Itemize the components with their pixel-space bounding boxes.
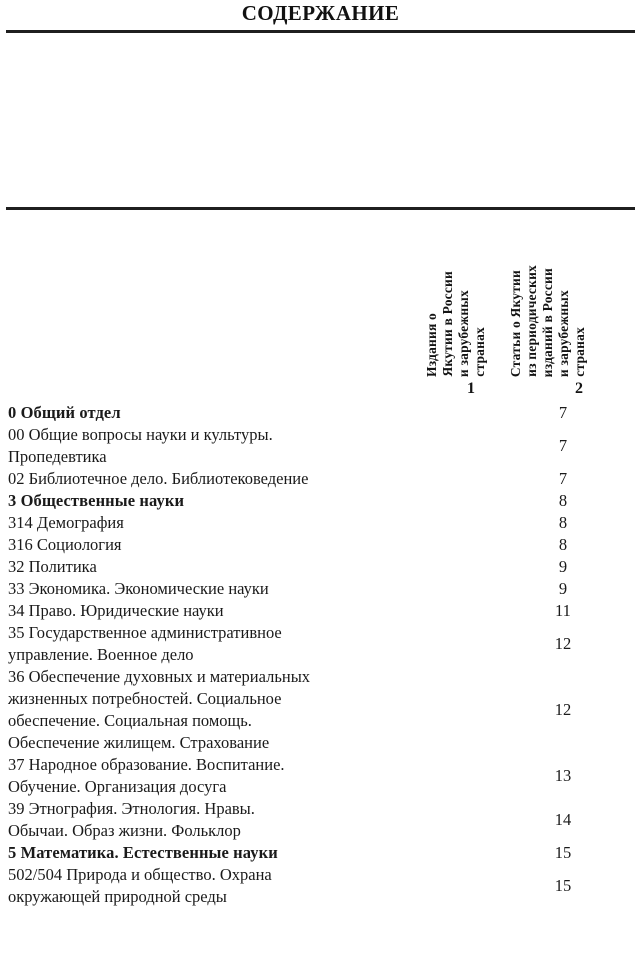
column-number-1: 1 — [467, 380, 475, 397]
toc-row[interactable]: 32 Политика 9 — [0, 556, 641, 578]
toc-row[interactable]: 0 Общий отдел 7 — [0, 402, 641, 424]
column-header-1-line: странах — [472, 327, 487, 377]
toc-entry-label: 36 Обеспечение духовных и материальных ж… — [8, 667, 311, 752]
toc-entry-page-col2: 9 — [558, 557, 568, 576]
table-top-divider — [6, 207, 635, 210]
column-headers: Издания о Якутии в России и зарубежных стра… — [0, 212, 641, 377]
column-header-1-line: Издания о — [424, 312, 439, 377]
toc-entry-page-col2: 13 — [554, 766, 572, 785]
toc-row[interactable]: 316 Социология 8 — [0, 534, 641, 556]
toc-row[interactable]: 39 Этнография. Этнология. Нравы. Обычаи.… — [0, 798, 641, 842]
toc-entry-label: 314 Демография — [8, 513, 124, 532]
toc-entry-label: 0 Общий отдел — [8, 403, 121, 422]
toc-row[interactable]: 314 Демография 8 — [0, 512, 641, 534]
toc-entry-page-col2: 7 — [558, 436, 568, 455]
toc-entry-label: 37 Народное образование. Воспитание. Обу… — [8, 755, 285, 796]
toc-row[interactable]: 35 Государственное административное упра… — [0, 622, 641, 666]
toc-entry-label: 00 Общие вопросы науки и культуры. Пропе… — [8, 425, 273, 466]
toc-entry-page-col2: 15 — [554, 876, 572, 895]
column-header-2-line: из периодических — [524, 265, 539, 377]
toc-entry-label: 35 Государственное административное упра… — [8, 623, 282, 664]
toc-entry-label: 32 Политика — [8, 557, 97, 576]
column-header-2-line: Статьи о Якутии — [508, 269, 523, 377]
toc-entry-page-col2: 8 — [558, 491, 568, 510]
toc-row[interactable]: 02 Библиотечное дело. Библиотековедение 7 — [0, 468, 641, 490]
toc-row[interactable]: 3 Общественные науки 8 — [0, 490, 641, 512]
column-header-2-line: изданий в России — [540, 267, 555, 377]
toc-entry-page-col2: 8 — [558, 513, 568, 532]
toc-entry-page-col2: 12 — [554, 634, 572, 653]
column-header-2-line: и зарубежных — [556, 289, 571, 377]
toc-row[interactable]: 5 Математика. Естественные науки 15 — [0, 842, 641, 864]
page-title: СОДЕРЖАНИЕ — [241, 1, 400, 25]
toc-entry-page-col2: 15 — [554, 843, 572, 862]
column-number-2: 2 — [575, 380, 583, 397]
toc-entry-page-col2: 11 — [555, 601, 571, 620]
toc-row[interactable]: 34 Право. Юридические науки 11 — [0, 600, 641, 622]
column-header-1-line: и зарубежных — [456, 289, 471, 377]
toc-entry-page-col2: 7 — [558, 403, 568, 422]
toc-entry-label: 5 Математика. Естественные науки — [8, 843, 278, 862]
title-divider — [6, 30, 635, 33]
column-header-2-line: странах — [572, 327, 587, 377]
column-header-1-line: Якутии в России — [440, 271, 455, 377]
toc-entry-page-col2: 14 — [554, 810, 572, 829]
toc-entry-page-col2: 8 — [558, 535, 568, 554]
toc-row[interactable]: 502/504 Природа и общество. Охрана окруж… — [0, 864, 641, 908]
toc-entry-label: 39 Этнография. Этнология. Нравы. Обычаи.… — [8, 799, 255, 840]
toc-entry-label: 316 Социология — [8, 535, 122, 554]
toc-row[interactable]: 33 Экономика. Экономические науки 9 — [0, 578, 641, 600]
column-header-2: Статьи о Якутии из периодических изданий в… — [508, 265, 588, 377]
toc-entry-label: 02 Библиотечное дело. Библиотековедение — [8, 469, 309, 488]
toc-entry-label: 3 Общественные науки — [8, 491, 185, 510]
toc-row[interactable]: 00 Общие вопросы науки и культуры. Пропе… — [0, 424, 641, 468]
table-of-contents: 0 Общий отдел 7 00 Общие вопросы науки и к… — [0, 402, 641, 908]
toc-entry-page-col2: 12 — [554, 700, 572, 719]
column-header-1: Издания о Якутии в России и зарубежных стра… — [424, 271, 488, 377]
toc-row[interactable]: 36 Обеспечение духовных и материальных ж… — [0, 666, 641, 754]
toc-entry-label: 33 Экономика. Экономические науки — [8, 579, 269, 598]
toc-entry-page-col2: 7 — [558, 469, 568, 488]
toc-entry-label: 502/504 Природа и общество. Охрана окруж… — [8, 865, 272, 906]
toc-entry-label: 34 Право. Юридические науки — [8, 601, 224, 620]
toc-row[interactable]: 37 Народное образование. Воспитание. Обу… — [0, 754, 641, 798]
toc-entry-page-col2: 9 — [558, 579, 568, 598]
